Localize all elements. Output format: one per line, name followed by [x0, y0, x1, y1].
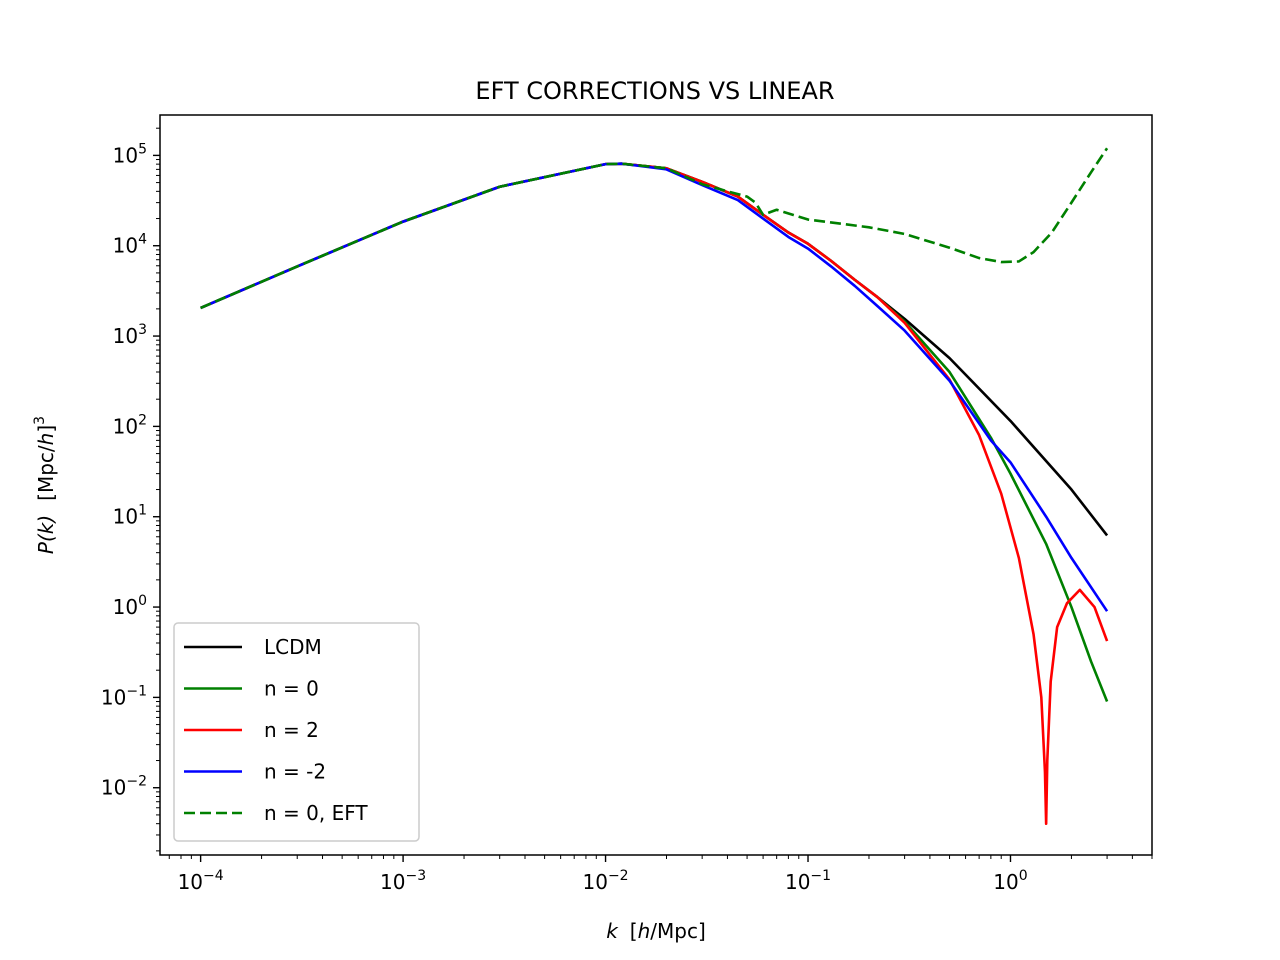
x-axis-label: k [h/Mpc] — [606, 919, 706, 943]
y-tick-label: 100 — [113, 593, 147, 619]
y-axis-ticks: 10−2 10−1 100 101 102 103 104 105 — [101, 127, 160, 852]
series-layer — [200, 147, 1109, 825]
legend: LCDM n = 0 n = 2 n = -2 n = 0, EFT — [173, 622, 420, 842]
legend-label-0: LCDM — [264, 635, 322, 659]
y-tick-label: 103 — [113, 322, 147, 348]
y-tick-label: 101 — [113, 503, 147, 529]
x-tick-label: 100 — [993, 868, 1027, 894]
series-line-1 — [200, 162, 1109, 703]
x-tick-label: 10−2 — [583, 868, 629, 894]
y-tick-label: 105 — [113, 141, 147, 167]
legend-label-3: n = -2 — [264, 760, 326, 784]
y-tick-label: 10−1 — [101, 683, 147, 709]
legend-label-4: n = 0, EFT — [264, 801, 368, 825]
chart-title: EFT CORRECTIONS VS LINEAR — [475, 77, 834, 105]
plot-area-frame — [159, 114, 1153, 856]
series-line-4 — [200, 147, 1109, 310]
legend-label-2: n = 2 — [264, 718, 319, 742]
legend-label-1: n = 0 — [264, 677, 319, 701]
x-tick-label: 10−3 — [380, 868, 426, 894]
y-tick-label: 102 — [113, 412, 147, 438]
x-axis-ticks: 10−4 10−3 10−2 10−1 100 — [168, 855, 1153, 894]
y-axis-label: P(k)[Mpc/h]3 — [32, 416, 58, 554]
x-tick-label: 10−4 — [178, 868, 224, 894]
y-tick-label: 10−2 — [101, 774, 147, 800]
series-line-0 — [200, 162, 1109, 537]
legend-box — [173, 622, 420, 842]
x-tick-label: 10−1 — [785, 868, 831, 894]
series-line-3 — [200, 162, 1109, 612]
y-tick-label: 104 — [113, 232, 147, 258]
